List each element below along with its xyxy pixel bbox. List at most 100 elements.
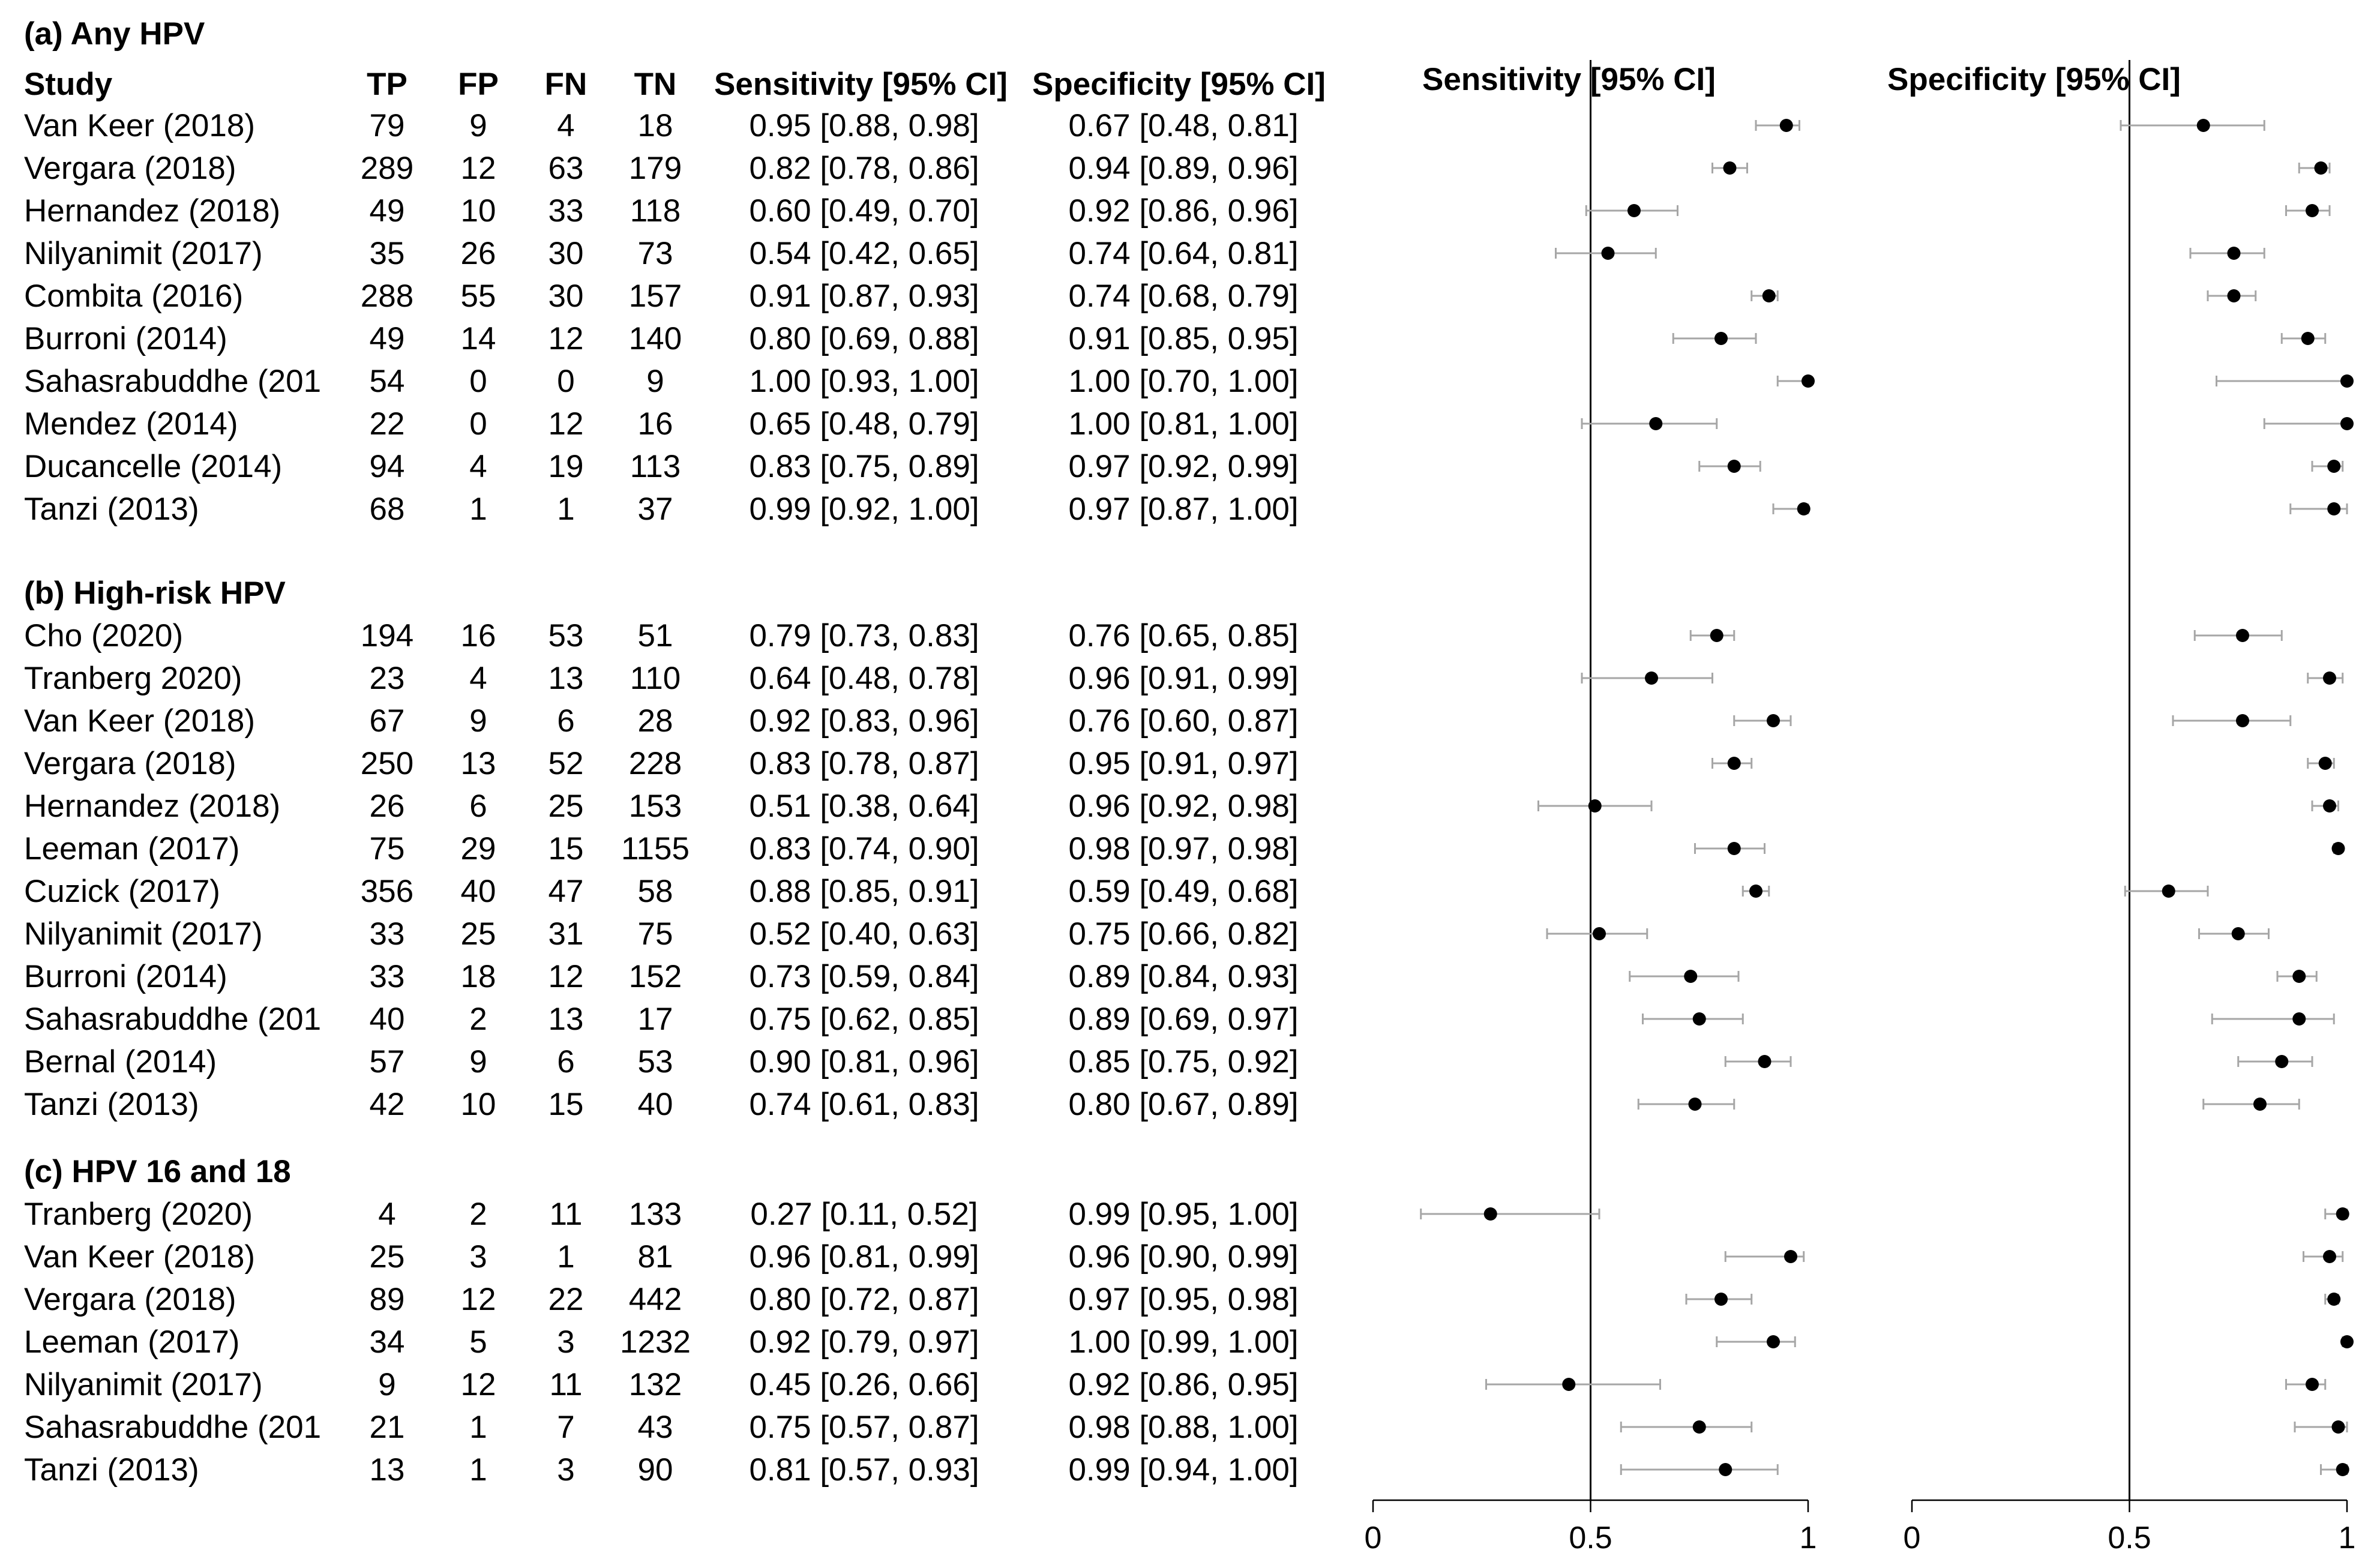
study-name: Tanzi (2013) — [24, 1087, 199, 1122]
tn-value: 118 — [630, 193, 681, 229]
study-name: Nilyanimit (2017) — [24, 1367, 263, 1402]
fn-value: 7 — [557, 1410, 575, 1445]
x-tick-label: 0.5 — [1569, 1521, 1612, 1555]
study-name: Mendez (2014) — [24, 406, 238, 442]
plot-header-specificity: Specificity [95% CI] — [1887, 62, 2181, 97]
study-name: Vergara (2018) — [24, 1282, 236, 1317]
plot-layer: 0 0.5 1 0 0.5 1 — [1365, 60, 2355, 1555]
fn-value: 53 — [548, 618, 584, 653]
study-name: Leeman (2017) — [24, 1324, 240, 1360]
specificity-ci-text: 1.00 [0.99, 1.00] — [1068, 1324, 1299, 1360]
sensitivity-ci-text: 0.75 [0.62, 0.85] — [749, 1002, 979, 1037]
specificity-ci-text: 0.97 [0.87, 1.00] — [1068, 491, 1299, 527]
tp-value: 356 — [360, 874, 414, 909]
spec-point — [2340, 417, 2354, 430]
tp-value: 49 — [369, 321, 405, 356]
tn-value: 51 — [637, 618, 673, 653]
sens-point — [1749, 885, 1762, 898]
specificity-ci-text: 0.98 [0.97, 0.98] — [1068, 831, 1299, 867]
tn-value: 58 — [637, 874, 673, 909]
fp-value: 13 — [460, 746, 496, 781]
sensitivity-ci-text: 0.64 [0.48, 0.78] — [749, 661, 979, 696]
tn-value: 17 — [637, 1002, 673, 1037]
spec-point — [2331, 842, 2345, 855]
specificity-ci-text: 0.75 [0.66, 0.82] — [1068, 916, 1299, 952]
tp-value: 9 — [378, 1367, 396, 1402]
fp-value: 0 — [469, 406, 487, 442]
tp-value: 40 — [369, 1002, 405, 1037]
forest-table: Study TP FP FN TN Sensitivity [95% CI] S… — [24, 18, 1326, 1488]
tn-value: 228 — [628, 746, 682, 781]
fp-value: 10 — [460, 193, 496, 229]
study-name: Sahasrabuddhe (201 — [24, 1410, 322, 1445]
sens-point — [1601, 247, 1615, 260]
sens-point — [1483, 1207, 1497, 1221]
spec-point — [2314, 161, 2328, 175]
tp-value: 49 — [369, 193, 405, 229]
spec-point — [2327, 1293, 2341, 1306]
section-title: (c) HPV 16 and 18 — [24, 1154, 291, 1189]
spec-point — [2336, 1463, 2349, 1476]
sensitivity-ci-text: 0.74 [0.61, 0.83] — [749, 1087, 979, 1122]
fn-value: 1 — [557, 491, 575, 527]
fn-value: 31 — [548, 916, 584, 952]
spec-point — [2301, 332, 2315, 345]
sens-point — [1714, 332, 1728, 345]
sensitivity-ci-text: 0.45 [0.26, 0.66] — [749, 1367, 979, 1402]
specificity-ci-text: 0.95 [0.91, 0.97] — [1068, 746, 1299, 781]
study-name: Sahasrabuddhe (201 — [24, 364, 322, 399]
header-tn: TN — [634, 67, 677, 102]
fp-value: 14 — [460, 321, 496, 356]
tn-value: 18 — [637, 108, 673, 143]
sensitivity-ci-text: 0.73 [0.59, 0.84] — [749, 959, 979, 994]
sens-point — [1593, 927, 1606, 940]
sens-point — [1649, 417, 1663, 430]
fn-value: 52 — [548, 746, 584, 781]
sens-point — [1779, 119, 1793, 132]
specificity-ci-text: 0.96 [0.92, 0.98] — [1068, 789, 1299, 824]
sensitivity-ci-text: 0.91 [0.87, 0.93] — [749, 278, 979, 314]
fp-value: 4 — [469, 661, 487, 696]
tn-value: 140 — [628, 321, 682, 356]
spec-point — [2340, 1335, 2354, 1348]
sens-point — [1714, 1293, 1728, 1306]
sensitivity-ci-text: 0.90 [0.81, 0.96] — [749, 1044, 979, 1080]
sensitivity-ci-text: 0.51 [0.38, 0.64] — [749, 789, 979, 824]
tn-value: 53 — [637, 1044, 673, 1080]
header-study: Study — [24, 67, 113, 102]
x-tick-label: 0 — [1365, 1521, 1382, 1555]
study-name: Cho (2020) — [24, 618, 184, 653]
fn-value: 19 — [548, 449, 584, 484]
tn-value: 81 — [637, 1239, 673, 1275]
spec-point — [2227, 289, 2241, 302]
specificity-ci-text: 0.76 [0.60, 0.87] — [1068, 703, 1299, 739]
sens-point — [1588, 799, 1602, 813]
sens-point — [1762, 289, 1776, 302]
specificity-ci-text: 0.96 [0.90, 0.99] — [1068, 1239, 1299, 1275]
specificity-ci-text: 0.92 [0.86, 0.96] — [1068, 193, 1299, 229]
fp-value: 5 — [469, 1324, 487, 1360]
sensitivity-ci-text: 0.92 [0.83, 0.96] — [749, 703, 979, 739]
tn-value: 442 — [628, 1282, 682, 1317]
study-name: Van Keer (2018) — [24, 1239, 255, 1275]
fp-value: 29 — [460, 831, 496, 867]
tp-value: 250 — [360, 746, 414, 781]
specificity-ci-text: 0.74 [0.64, 0.81] — [1068, 236, 1299, 271]
sensitivity-ci-text: 0.88 [0.85, 0.91] — [749, 874, 979, 909]
sens-point — [1562, 1378, 1576, 1391]
fp-value: 26 — [460, 236, 496, 271]
fn-value: 6 — [557, 1044, 575, 1080]
fn-value: 22 — [548, 1282, 584, 1317]
study-name: Bernal (2014) — [24, 1044, 217, 1080]
specificity-ci-text: 0.91 [0.85, 0.95] — [1068, 321, 1299, 356]
fp-value: 12 — [460, 1282, 496, 1317]
tp-value: 13 — [369, 1452, 405, 1488]
fn-value: 30 — [548, 236, 584, 271]
study-name: Nilyanimit (2017) — [24, 236, 263, 271]
sensitivity-ci-text: 1.00 [0.93, 1.00] — [749, 364, 979, 399]
sens-point — [1723, 161, 1737, 175]
study-name: Van Keer (2018) — [24, 108, 255, 143]
sens-point — [1727, 842, 1741, 855]
fp-value: 25 — [460, 916, 496, 952]
